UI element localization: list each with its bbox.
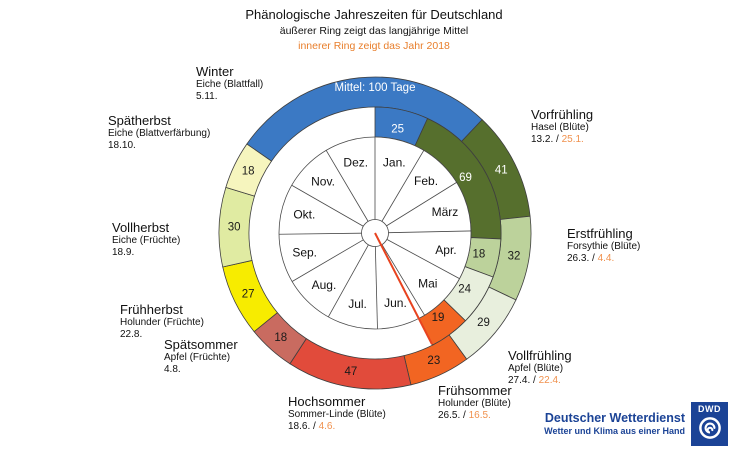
date-separator: / — [310, 421, 319, 432]
season-label-fruehsommer: Frühsommer Holunder (Blüte) 26.5. / 16.5… — [438, 383, 512, 422]
season-label-spaetherbst: Spätherbst Eiche (Blattverfärbung) 18.10… — [108, 113, 210, 152]
season-label-hochsommer: Hochsommer Sommer-Linde (Blüte) 18.6. / … — [288, 394, 386, 433]
month-divider — [386, 239, 460, 279]
outer-ring-value-Erstfrühling: 32 — [508, 251, 521, 263]
outer-ring-value-Winter: Mittel: 100 Tage — [335, 82, 416, 94]
season-dates: 22.8. / — [120, 329, 143, 340]
chart-header: Phänologische Jahreszeiten für Deutschla… — [0, 7, 748, 52]
month-label-Apr: Apr. — [435, 243, 456, 257]
month-divider — [381, 150, 425, 222]
date-separator: / — [460, 410, 469, 421]
season-name: Frühsommer — [438, 383, 512, 398]
season-phase: Holunder (Blüte) — [438, 398, 511, 409]
season-dates: 18.9. / — [112, 247, 135, 258]
season-phase: Apfel (Blüte) — [508, 363, 564, 374]
season-phase: Eiche (Blattfall) — [196, 79, 264, 90]
season-phase: Eiche (Blattverfärbung) — [108, 128, 211, 139]
inner-ring-value-Frühsommer: 19 — [432, 312, 445, 324]
month-label-Dez: Dez. — [343, 156, 368, 170]
subtitle-outer-ring: äußerer Ring zeigt das langjährige Mitte… — [279, 25, 469, 37]
month-divider — [325, 150, 369, 222]
season-dates: 27.4. / 22.4. — [508, 375, 561, 386]
month-label-März: März — [432, 205, 459, 219]
season-label-vollfruehling: Vollfrühling Apfel (Blüte) 27.4. / 22.4. — [508, 348, 572, 387]
month-divider — [291, 184, 364, 227]
season-dates: 18.10. / — [108, 140, 136, 151]
month-label-Sep: Sep. — [292, 246, 317, 260]
outer-ring-segment-Hochsommer — [289, 338, 412, 390]
outer-ring-value-Vollherbst: 30 — [228, 222, 241, 234]
season-phase: Holunder (Früchte) — [120, 317, 204, 328]
dwd-branding: Deutscher Wetterdienst Wetter und Klima … — [544, 402, 728, 446]
month-divider — [388, 230, 471, 234]
month-divider — [279, 232, 362, 235]
season-dates: 13.2. / 25.1. — [531, 134, 584, 145]
outer-ring-value-Vollfrühling: 29 — [477, 317, 490, 329]
dwd-spiral-icon — [698, 417, 721, 439]
month-divider — [386, 182, 457, 227]
season-dates: 5.11. / — [196, 91, 218, 102]
season-name: Spätherbst — [108, 113, 171, 128]
season-label-winter: Winter Eiche (Blattfall) 5.11. / — [196, 64, 263, 103]
date-separator: / — [553, 134, 562, 145]
date-separator: / — [589, 253, 598, 264]
season-phase: Hasel (Blüte) — [531, 122, 589, 133]
outer-ring-value-Hochsommer: 47 — [344, 366, 357, 378]
month-label-Feb: Feb. — [414, 174, 438, 188]
season-phase: Eiche (Früchte) — [112, 235, 181, 246]
page-title: Phänologische Jahreszeiten für Deutschla… — [245, 7, 503, 22]
month-divider — [381, 244, 425, 316]
inner-ring-value-Vorfrühling: 69 — [459, 172, 472, 184]
season-name: Vorfrühling — [531, 107, 594, 122]
dwd-logo-text: DWD — [698, 404, 721, 414]
outer-ring-value-Vorfrühling: 41 — [495, 164, 508, 176]
season-phase: Sommer-Linde (Blüte) — [288, 409, 386, 420]
season-phase: Apfel (Früchte) — [164, 352, 231, 363]
inner-ring-value-Vollfrühling: 24 — [458, 284, 471, 296]
season-dates: 4.8. / — [164, 364, 181, 375]
season-dates: 26.3. / 4.4. — [567, 253, 615, 264]
season-dates: 26.5. / 16.5. — [438, 410, 491, 421]
outer-ring-value-Spätherbst: 18 — [242, 165, 255, 177]
season-label-fruehherbst: Frühherbst Holunder (Früchte) 22.8. / — [120, 302, 204, 341]
season-name: Spätsommer — [164, 337, 238, 352]
outer-ring-segment-Spätherbst — [225, 143, 273, 197]
season-label-erstfruehling: Erstfrühling Forsythie (Blüte) 26.3. / 4… — [567, 226, 640, 265]
dwd-logo: DWD — [691, 402, 728, 446]
outer-ring-value-Frühherbst: 27 — [242, 289, 255, 301]
season-phase: Forsythie (Blüte) — [567, 241, 641, 252]
season-name: Erstfrühling — [567, 226, 633, 241]
outer-ring-value-Frühsommer: 23 — [427, 355, 440, 367]
month-label-Okt: Okt. — [293, 208, 315, 222]
inner-ring-value-Erstfrühling: 18 — [472, 248, 485, 260]
season-name: Hochsommer — [288, 394, 366, 409]
outer-ring-value-Spätsommer: 18 — [274, 332, 287, 344]
inner-ring-value-Winter: 25 — [391, 123, 404, 135]
season-name: Frühherbst — [120, 302, 183, 317]
season-label-vollherbst: Vollherbst Eiche (Früchte) 18.9. / — [112, 220, 180, 259]
month-divider — [374, 246, 378, 329]
month-divider — [291, 239, 364, 282]
date-separator: / — [530, 375, 539, 386]
month-divider — [327, 244, 369, 318]
month-label-Jun: Jun. — [384, 296, 407, 310]
org-name: Deutscher Wetterdienst — [544, 411, 685, 425]
org-tagline: Wetter und Klima aus einer Hand — [544, 426, 685, 436]
month-label-Jul: Jul. — [348, 297, 367, 311]
month-label-Jan: Jan. — [383, 156, 406, 170]
subtitle-inner-ring: innerer Ring zeigt das Jahr 2018 — [298, 40, 450, 52]
season-label-spaetsommer: Spätsommer Apfel (Früchte) 4.8. / — [164, 337, 238, 376]
season-dates: 18.6. / 4.6. — [288, 421, 336, 432]
month-label-Mai: Mai — [418, 276, 437, 290]
season-name: Vollfrühling — [508, 348, 572, 363]
season-name: Vollherbst — [112, 220, 170, 235]
year-2018-progress-marker — [374, 232, 433, 345]
month-label-Aug: Aug. — [312, 278, 337, 292]
season-label-vorfruehling: Vorfrühling Hasel (Blüte) 13.2. / 25.1. — [531, 107, 593, 146]
season-name: Winter — [196, 64, 234, 79]
month-label-Nov: Nov. — [311, 175, 335, 189]
